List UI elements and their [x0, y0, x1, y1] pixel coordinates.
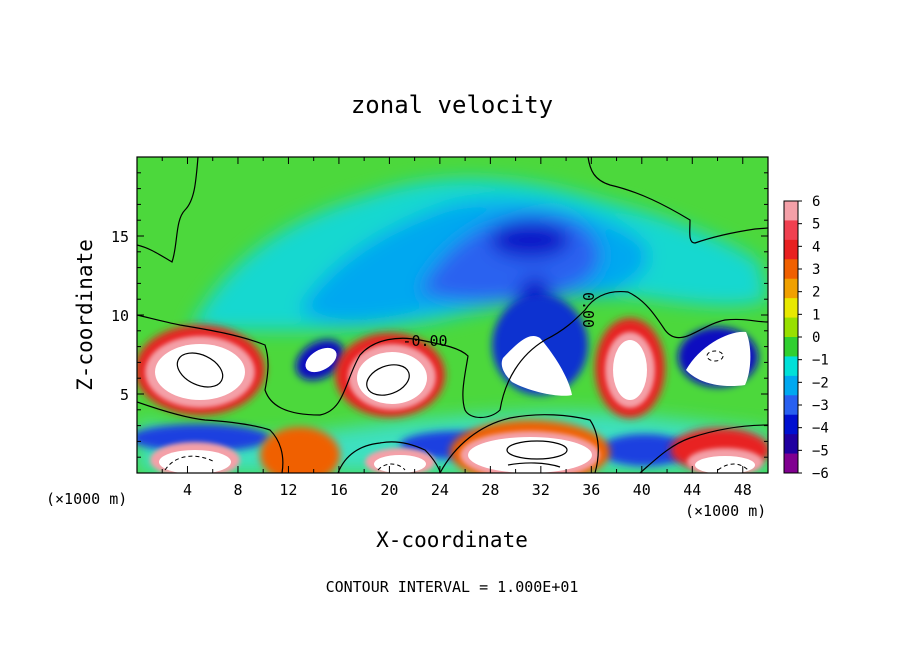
y-axis-label: Z-coordinate	[73, 239, 97, 391]
contour-label-zero: 0.00	[579, 292, 597, 328]
colorbar-swatch	[784, 356, 798, 377]
x-unit-left: (×1000 m)	[46, 490, 127, 508]
colorbar-swatch	[784, 259, 798, 280]
colorbar-swatch	[784, 317, 798, 338]
colorbar-swatch	[784, 375, 798, 396]
x-tick-label: 8	[233, 481, 242, 499]
colorbar-swatch	[784, 337, 798, 357]
x-axis-label: X-coordinate	[376, 528, 528, 552]
colorbar-swatch	[784, 278, 798, 299]
colorbar-tick-label: 5	[812, 217, 820, 233]
colorbar-tick-label: −1	[812, 353, 829, 369]
x-tick-label: 16	[330, 481, 348, 499]
colorbar: 6 5 4 3 2 1 0 −1 −2 −3 −4 −5 −6	[783, 194, 829, 482]
colorbar-swatch	[784, 414, 798, 435]
colorbar-tick-label: −5	[812, 443, 829, 459]
x-tick-label: 44	[683, 481, 701, 499]
colorbar-tick-label: 6	[812, 194, 820, 210]
blue-band-bottom-right	[600, 434, 690, 466]
plot-area: -0.00 0.00	[137, 157, 768, 473]
colorbar-tick-label: 3	[812, 262, 820, 278]
x-tick-label: 40	[633, 481, 651, 499]
y-tick-label: 15	[111, 228, 129, 246]
negative-contours	[164, 350, 749, 471]
x-tick-label: 36	[582, 481, 600, 499]
red-cell-4	[260, 427, 340, 473]
colorbar-tick-label: 2	[812, 285, 820, 301]
colorbar-tick-label: −3	[812, 398, 829, 414]
colorbar-swatch	[784, 220, 798, 241]
colorbar-tick-label: 4	[812, 239, 820, 255]
field-darkblue-core	[490, 222, 570, 258]
contour-label-neg: -0.00	[402, 332, 447, 350]
white-cores	[155, 331, 755, 473]
y-tick-label: 10	[111, 307, 129, 325]
colorbar-swatch	[784, 453, 798, 474]
x-axis: 4 8 12 16 20 24 28 32 36 40 44 48	[161, 157, 752, 499]
colorbar-tick-label: 1	[812, 307, 820, 323]
x-tick-label: 32	[532, 481, 550, 499]
colorbar-swatch	[784, 395, 798, 416]
y-axis: 5 10 15	[111, 172, 768, 458]
colorbar-tick-label: −4	[812, 421, 829, 437]
colorbar-tick-label: 0	[812, 330, 820, 346]
x-tick-label: 48	[734, 481, 752, 499]
colorbar-swatch	[784, 298, 798, 318]
x-tick-label: 20	[380, 481, 398, 499]
x-tick-label: 12	[279, 481, 297, 499]
colorbar-tick-label: −6	[812, 466, 829, 482]
x-tick-label: 4	[183, 481, 192, 499]
colorbar-swatch	[784, 434, 798, 454]
contour-interval: CONTOUR INTERVAL = 1.000E+01	[326, 578, 579, 596]
colorbar-swatch	[784, 239, 798, 260]
x-tick-label: 24	[431, 481, 449, 499]
x-tick-label: 28	[481, 481, 499, 499]
chart-title: zonal velocity	[351, 91, 553, 119]
y-tick-label: 5	[120, 386, 129, 404]
colorbar-tick-label: −2	[812, 375, 829, 391]
contour-lines	[137, 157, 768, 473]
colorbar-swatch	[784, 201, 798, 221]
x-unit-right: (×1000 m)	[685, 502, 766, 520]
